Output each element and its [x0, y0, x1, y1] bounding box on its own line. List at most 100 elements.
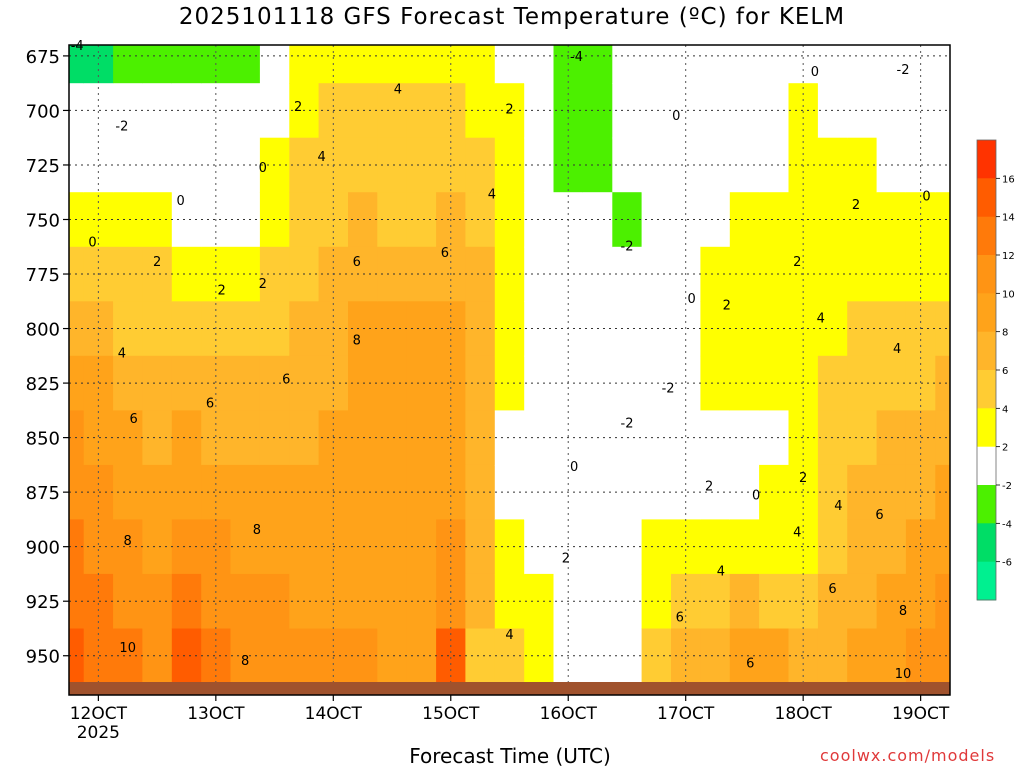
heat-cell — [935, 137, 950, 193]
contour-label: 0 — [88, 235, 96, 250]
heat-cell — [700, 83, 731, 139]
colorbar-swatch — [977, 523, 996, 563]
y-tick-label: 700 — [26, 101, 60, 122]
colorbar-label: 14 — [1002, 213, 1015, 224]
contour-label: 8 — [253, 523, 261, 538]
heat-cell — [171, 45, 202, 84]
contour-label: 6 — [746, 656, 754, 671]
contour-label: -2 — [115, 120, 128, 135]
heat-cell — [935, 519, 950, 575]
heat-cell — [348, 45, 378, 84]
x-axis-title: Forecast Time (UTC) — [409, 744, 611, 768]
contour-label: -2 — [897, 63, 910, 78]
x-year-label: 2025 — [77, 723, 120, 743]
colorbar-label: 12 — [1002, 251, 1015, 262]
heat-cell — [142, 192, 173, 248]
y-tick-label: 775 — [26, 265, 60, 286]
heat-cell — [171, 83, 202, 139]
heat-cell — [289, 45, 320, 84]
heat-cell — [729, 83, 760, 139]
x-tick-label: 16OCT — [540, 704, 598, 724]
heat-cell — [142, 83, 173, 139]
contour-label: 0 — [259, 161, 267, 176]
colorbar-swatch — [977, 370, 996, 409]
x-tick-label: 15OCT — [422, 704, 480, 724]
contour-label: 4 — [793, 525, 801, 540]
heat-cell — [729, 45, 760, 84]
heat-cell — [729, 246, 760, 302]
chart-title: 2025101118 GFS Forecast Temperature (ºC)… — [178, 4, 846, 30]
contour-label: 4 — [505, 628, 513, 643]
colorbar-swatch — [977, 485, 996, 524]
contour-label: 2 — [723, 299, 731, 314]
contour-label: 4 — [317, 150, 325, 165]
heat-cell — [700, 573, 731, 629]
heat-cell — [142, 137, 173, 193]
heat-cell — [729, 301, 760, 357]
y-tick-label: 900 — [26, 538, 60, 559]
contour-label: 0 — [176, 194, 184, 209]
heat-cell — [171, 573, 202, 629]
contour-label: 8 — [353, 334, 361, 349]
heat-cell — [847, 45, 878, 84]
colorbar: 16 14 12 10 8 6 4 2 -2 -4 -6 — [976, 139, 1015, 601]
x-tick-label: 13OCT — [187, 704, 245, 724]
heat-cell — [230, 45, 261, 84]
heat-cell — [171, 519, 202, 575]
x-tick-label: 14OCT — [305, 704, 363, 724]
heat-cell — [465, 45, 496, 84]
contour-label: -2 — [621, 240, 634, 255]
colorbar-swatch — [977, 331, 996, 371]
heat-cell — [69, 628, 85, 695]
contour-label: 2 — [294, 100, 302, 115]
heat-cell — [494, 45, 525, 84]
heat-cell — [436, 464, 467, 520]
heat-cell — [935, 83, 950, 139]
heat-cell — [935, 573, 950, 629]
heat-cell — [142, 519, 173, 575]
colorbar-label: 4 — [1002, 404, 1008, 415]
heat-cell — [582, 45, 613, 84]
y-tick-label: 800 — [26, 320, 60, 341]
y-tick-label: 875 — [26, 483, 60, 504]
contour-label: 2 — [562, 552, 570, 567]
colorbar-label: -6 — [1002, 558, 1012, 569]
y-tick-label: 675 — [26, 47, 60, 68]
heat-cell — [171, 355, 202, 411]
heat-cell — [142, 464, 173, 520]
colorbar-swatch — [977, 216, 996, 256]
contour-label: 4 — [834, 499, 842, 514]
colorbar-label: 2 — [1002, 443, 1008, 454]
colorbar-swatch — [977, 561, 996, 601]
colorbar-label: 6 — [1002, 366, 1008, 377]
heat-cell — [69, 45, 85, 84]
heat-cell — [729, 192, 760, 248]
heat-cell — [171, 464, 202, 520]
plot-frame — [68, 44, 951, 696]
colorbar-swatch — [977, 446, 996, 486]
heat-cell — [817, 45, 848, 84]
heat-cell — [142, 355, 173, 411]
contour-label: 4 — [893, 342, 901, 357]
colorbar-swatch — [977, 293, 996, 333]
contour-label: 8 — [124, 534, 132, 549]
contour-label: -4 — [570, 50, 583, 65]
contour-label: 2 — [705, 480, 713, 495]
contour-label: 6 — [206, 397, 214, 412]
contour-label: 2 — [153, 255, 161, 270]
contour-label: 8 — [899, 604, 907, 619]
contour-label: 8 — [241, 654, 249, 669]
colorbar-label: 16 — [1002, 174, 1015, 185]
contour-label: 6 — [282, 373, 290, 388]
heat-cell — [935, 410, 950, 466]
contour-label: 4 — [118, 347, 126, 362]
contour-label: 2 — [259, 277, 267, 292]
heat-cell — [729, 573, 760, 629]
y-tick-label: 750 — [26, 210, 60, 231]
terrain-surface — [69, 682, 950, 695]
contour-label: 6 — [441, 246, 449, 261]
y-tick-label: 725 — [26, 156, 60, 177]
heat-cell — [171, 301, 202, 357]
contour-label: 2 — [852, 198, 860, 213]
